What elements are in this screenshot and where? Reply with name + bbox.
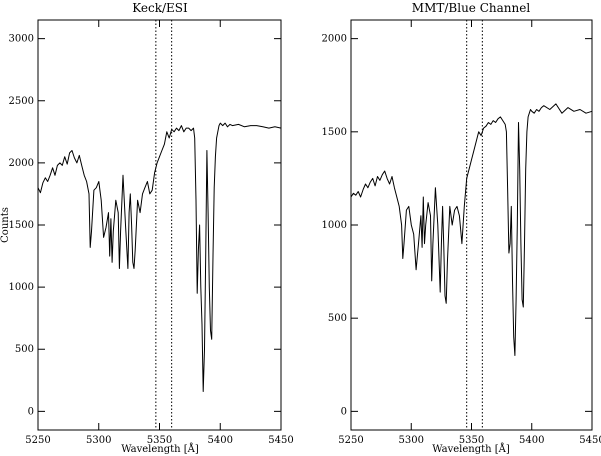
x-tick-label: 5400	[519, 435, 544, 446]
x-tick-label: 5250	[25, 435, 50, 446]
plot-frame	[350, 19, 593, 431]
x-tick-label: 5400	[208, 435, 233, 446]
y-tick-label: 2500	[9, 96, 34, 107]
x-axis-label: Wavelength [Å]	[121, 443, 199, 455]
x-tick-label: 5450	[579, 435, 601, 446]
x-tick-label: 5250	[338, 435, 363, 446]
y-tick-label: 1000	[322, 220, 347, 231]
axis-ticks: 5250 5300 5350 5400 5450 0 500 1000 1500 2000 2500…	[9, 20, 294, 446]
spectrum-line	[37, 122, 282, 392]
y-tick-label: 3000	[9, 34, 34, 45]
mmt-blue-channel-panel: MMT/Blue Channel 5250 5300 5350 5400 5450 0 50…	[322, 1, 601, 455]
panel-title: Keck/ESI	[132, 1, 188, 15]
spectrum-line	[350, 103, 593, 356]
x-tick-label: 5300	[399, 435, 424, 446]
y-tick-label: 0	[341, 406, 347, 417]
plot-frame	[37, 19, 282, 431]
y-axis-label: Counts	[0, 207, 11, 243]
y-tick-label: 500	[15, 344, 34, 355]
x-tick-label: 5350	[147, 435, 172, 446]
panel-title: MMT/Blue Channel	[412, 1, 531, 15]
keck-esi-panel: Keck/ESI 5250 5300 5350 5400 5450 0 500 1000 150…	[0, 1, 294, 455]
y-tick-label: 500	[328, 313, 347, 324]
x-tick-label: 5300	[86, 435, 111, 446]
y-tick-label: 1500	[322, 127, 347, 138]
y-tick-label: 1500	[9, 220, 34, 231]
axis-ticks: 5250 5300 5350 5400 5450 0 500 1000 1500 2000	[322, 20, 601, 446]
y-tick-label: 2000	[322, 34, 347, 45]
vertical-markers	[155, 20, 173, 430]
x-tick-label: 5350	[459, 435, 484, 446]
y-tick-label: 2000	[9, 158, 34, 169]
y-tick-label: 0	[28, 406, 34, 417]
x-tick-label: 5450	[268, 435, 293, 446]
x-axis-label: Wavelength [Å]	[432, 443, 510, 455]
vertical-markers	[466, 20, 483, 430]
y-tick-label: 1000	[9, 282, 34, 293]
